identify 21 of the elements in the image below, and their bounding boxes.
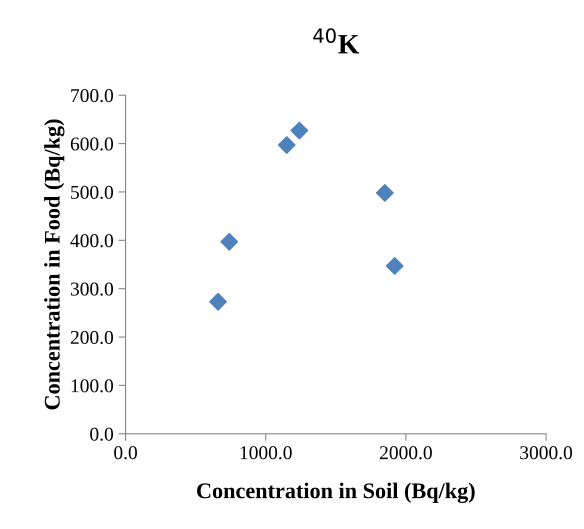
point — [220, 232, 238, 251]
point — [209, 292, 227, 311]
y-tick-label: 500.0 — [71, 186, 114, 199]
x-tick-label: 1000.0 — [240, 446, 292, 460]
y-axis-title: Concentration in Food (Bq/kg) — [44, 119, 64, 410]
x-tick-label: 0.0 — [114, 446, 137, 460]
y-tick-label: 300.0 — [70, 282, 114, 296]
y-tick-label: 700.0 — [71, 89, 114, 102]
point — [290, 122, 308, 140]
x-axis-title: Concentration in Soil (Bq/kg) — [197, 482, 475, 503]
chart-title: $^{40}$K — [313, 28, 360, 54]
y-tick-label: 0.0 — [90, 428, 114, 441]
point — [386, 257, 404, 275]
y-tick-label: 100.0 — [72, 379, 114, 392]
point — [376, 184, 394, 202]
point — [278, 136, 296, 154]
x-tick-label: 2000.0 — [380, 446, 432, 460]
y-tick-label: 600.0 — [70, 137, 114, 151]
x-tick-label: 3000.0 — [520, 446, 572, 460]
y-tick-label: 200.0 — [70, 330, 114, 344]
y-tick-label: 400.0 — [70, 234, 114, 248]
